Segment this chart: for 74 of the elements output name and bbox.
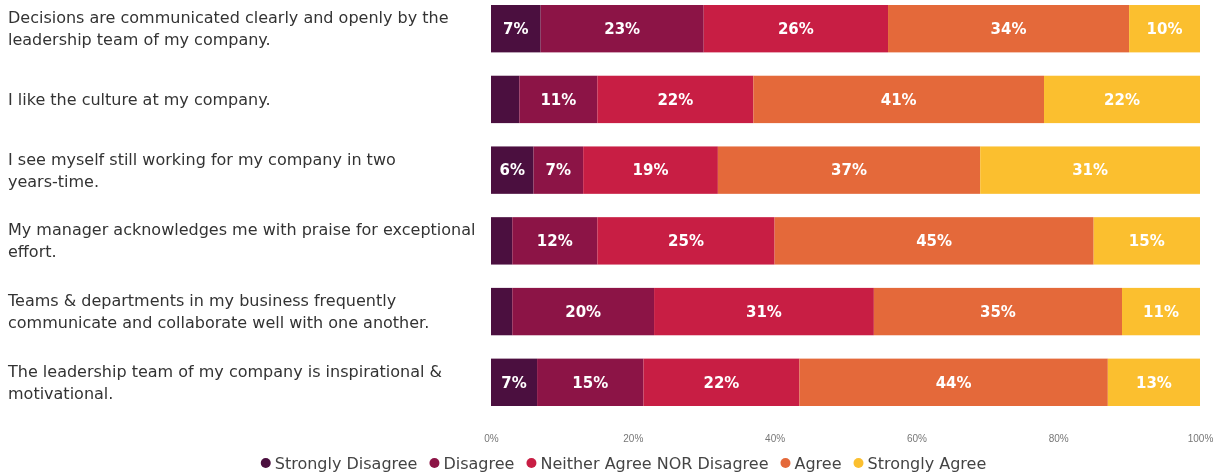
y-tick-label: Teams & departments in my business frequently communicate and collaborate well with one another. xyxy=(7,291,430,333)
data-label: 20% xyxy=(565,302,602,321)
bar xyxy=(799,358,1108,406)
data-label: 23% xyxy=(604,19,641,38)
data-label: 10% xyxy=(1146,19,1183,38)
data-label: 12% xyxy=(536,232,573,251)
x-tick-label: 20% xyxy=(623,433,644,445)
bar xyxy=(491,146,534,194)
bar xyxy=(491,5,541,53)
bar xyxy=(1129,5,1200,53)
data-label: 34% xyxy=(990,19,1027,38)
bar xyxy=(1093,217,1200,265)
bar xyxy=(537,358,644,406)
legend-label: Agree xyxy=(794,453,842,473)
x-tick-label: 100% xyxy=(1187,433,1214,445)
bar xyxy=(491,358,538,406)
bar xyxy=(491,217,513,265)
y-tick-label: I see myself still working for my company in two years-time. xyxy=(8,149,396,191)
x-tick-label: 40% xyxy=(765,433,786,445)
data-label: 13% xyxy=(1135,373,1172,392)
bar xyxy=(980,146,1200,194)
data-label: 6% xyxy=(499,161,525,180)
y-tick-label: I like the culture at my company. xyxy=(8,90,271,110)
data-label: 7% xyxy=(501,373,527,392)
legend-label: Strongly Disagree xyxy=(274,453,418,473)
bar xyxy=(540,5,704,53)
legend-label: Disagree xyxy=(443,453,515,473)
data-label: 7% xyxy=(545,161,572,180)
x-tick-label: 80% xyxy=(1048,433,1069,445)
y-tick-label: The leadership team of my company is inspirational & motivational. xyxy=(7,361,442,403)
bar xyxy=(583,146,718,194)
data-label: 31% xyxy=(746,302,782,321)
bar xyxy=(597,75,754,124)
bar xyxy=(597,217,775,265)
bar xyxy=(512,287,655,336)
bar xyxy=(643,358,800,406)
legend-label: Neither Agree NOR Disagree xyxy=(540,453,769,473)
x-tick-label: 0% xyxy=(484,433,499,445)
data-label: 11% xyxy=(1143,302,1179,321)
data-label: 26% xyxy=(777,19,814,38)
bar xyxy=(491,287,513,336)
bar xyxy=(888,5,1130,53)
bar xyxy=(774,217,1094,265)
bar xyxy=(873,287,1123,336)
data-label: 15% xyxy=(572,373,609,392)
bar xyxy=(519,75,598,124)
data-label: 44% xyxy=(935,373,972,392)
data-label: 31% xyxy=(1072,161,1109,180)
bar xyxy=(533,146,584,194)
data-label: 41% xyxy=(880,90,917,109)
data-label: 7% xyxy=(503,19,529,38)
y-tick-label: Decisions are communicated clearly and openly by the leadership team of my company. xyxy=(8,8,449,50)
data-label: 22% xyxy=(657,90,694,109)
bar xyxy=(717,146,981,194)
data-label: 22% xyxy=(1104,90,1140,109)
data-label: 22% xyxy=(703,373,740,392)
x-tick-label: 60% xyxy=(906,433,928,445)
bar xyxy=(491,75,520,124)
bar xyxy=(1107,358,1200,406)
bar xyxy=(703,5,889,53)
bar xyxy=(753,75,1045,124)
data-label: 19% xyxy=(632,161,669,180)
bar xyxy=(1044,75,1200,124)
legend-label: Strongly Agree xyxy=(867,453,987,473)
bar xyxy=(654,287,874,336)
data-label: 35% xyxy=(979,302,1016,321)
y-tick-label: My manager acknowledges me with praise for exceptional effort. xyxy=(8,220,476,262)
data-label: 37% xyxy=(831,161,867,180)
data-label: 25% xyxy=(668,232,704,251)
data-label: 15% xyxy=(1128,232,1165,251)
bar xyxy=(1122,287,1200,336)
bar xyxy=(512,217,598,265)
data-label: 11% xyxy=(540,90,577,109)
data-label: 45% xyxy=(916,232,953,251)
